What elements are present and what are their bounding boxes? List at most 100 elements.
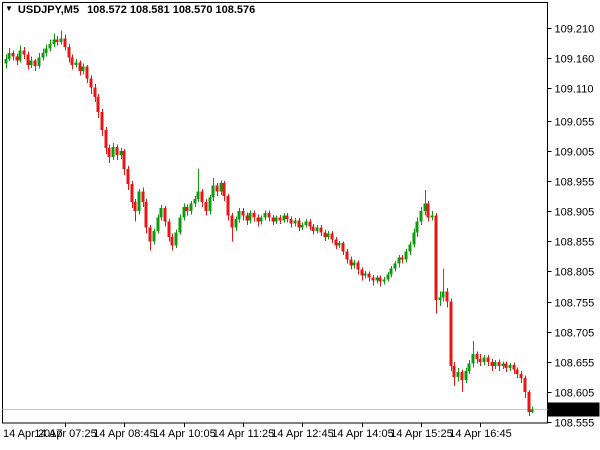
candle-up (41, 48, 45, 61)
candle-up (18, 45, 22, 63)
y-axis-label: 108.705 (555, 328, 595, 340)
x-axis-label: 14 Apr 2017 (3, 428, 62, 440)
candle-down (144, 199, 148, 234)
candle-down (89, 75, 93, 94)
candle-down (523, 375, 527, 398)
y-axis-label: 108.955 (555, 177, 595, 189)
candle-down (226, 193, 230, 221)
candle-up (352, 260, 356, 269)
candle-up (389, 266, 393, 278)
candle-up (375, 275, 379, 284)
candle-down (107, 144, 111, 164)
candle-down (148, 225, 152, 251)
candle-down (252, 210, 256, 222)
candle-up (404, 249, 408, 263)
y-axis-label: 109.160 (555, 54, 595, 66)
candle-up (438, 291, 442, 306)
y-axis-label: 108.555 (555, 418, 595, 430)
candle-up (137, 188, 141, 215)
candle-down (434, 213, 438, 314)
candle-up (178, 214, 182, 235)
price-scale[interactable]: 109.210 109.160 109.110 109.055 109.005 108.9… (547, 24, 595, 430)
candle-up (386, 272, 390, 282)
candle-down (486, 355, 490, 367)
symbol-period-label: USDJPY,M5 (17, 4, 80, 16)
candle-up (393, 261, 397, 272)
candle-up (467, 360, 471, 374)
candle-down (319, 225, 323, 236)
candle-down (497, 359, 501, 371)
candle-down (378, 275, 382, 287)
candle-up (219, 180, 223, 195)
plot-border (2, 2, 548, 424)
candle-down (130, 181, 134, 209)
candle-up (44, 44, 48, 57)
x-axis-label: 14 Apr 16:45 (449, 428, 511, 440)
candle-up (196, 169, 200, 203)
candle-down (345, 249, 349, 264)
candle-up (259, 215, 263, 225)
candle-down (475, 351, 479, 364)
candle-up (493, 360, 497, 370)
candle-down (256, 214, 260, 227)
candle-down (85, 64, 89, 83)
candle-down (460, 369, 464, 392)
candle-up (363, 270, 367, 279)
candle-down (330, 231, 334, 244)
candle-up (208, 194, 212, 215)
candle-up (456, 367, 460, 382)
candle-down (478, 354, 482, 367)
candle-down (163, 205, 167, 227)
candle-up (4, 54, 8, 69)
candle-up (234, 216, 238, 232)
candle-down (349, 256, 353, 270)
y-axis-label: 108.655 (555, 358, 595, 370)
candle-up (29, 56, 33, 68)
candle-down (311, 223, 315, 235)
candle-up (211, 178, 215, 202)
candle-down (126, 166, 130, 191)
candle-up (189, 201, 193, 215)
candle-down (63, 34, 67, 51)
candle-down (241, 208, 245, 221)
candle-up (174, 229, 178, 248)
y-axis-label: 108.805 (555, 267, 595, 279)
candle-up (412, 228, 416, 248)
candle-up (263, 210, 267, 221)
candle-down (360, 267, 364, 281)
candle-down (122, 149, 126, 176)
candle-up (37, 52, 41, 69)
candle-down (527, 390, 531, 417)
candle-down (341, 241, 345, 256)
x-axis-label: 14 Apr 11:25 (213, 428, 275, 440)
candle-up (282, 213, 286, 223)
candle-up (74, 58, 78, 68)
candle-down (141, 187, 145, 208)
candle-up (471, 340, 475, 368)
x-axis-label: 14 Apr 15:25 (390, 428, 452, 440)
candle-down (185, 204, 189, 216)
candle-up (111, 143, 115, 161)
candle-up (315, 225, 319, 234)
candle-down (133, 199, 137, 222)
candle-up (501, 361, 505, 370)
x-axis-label: 14 Apr 14:05 (331, 428, 393, 440)
candle-down (230, 213, 234, 242)
y-axis-label: 108.755 (555, 298, 595, 310)
candle-up (193, 196, 197, 208)
candle-down (323, 229, 327, 241)
candle-down (115, 144, 119, 161)
y-axis-label: 109.055 (555, 117, 595, 129)
candle-down (400, 255, 404, 264)
candle-up (159, 205, 163, 221)
candle-down (26, 51, 30, 70)
symbol-dropdown-icon[interactable]: ▼ (5, 4, 13, 13)
candle-up (59, 30, 63, 45)
candle-down (11, 50, 15, 61)
candle-down (426, 201, 430, 222)
candle-up (441, 268, 445, 302)
candle-up (326, 231, 330, 240)
